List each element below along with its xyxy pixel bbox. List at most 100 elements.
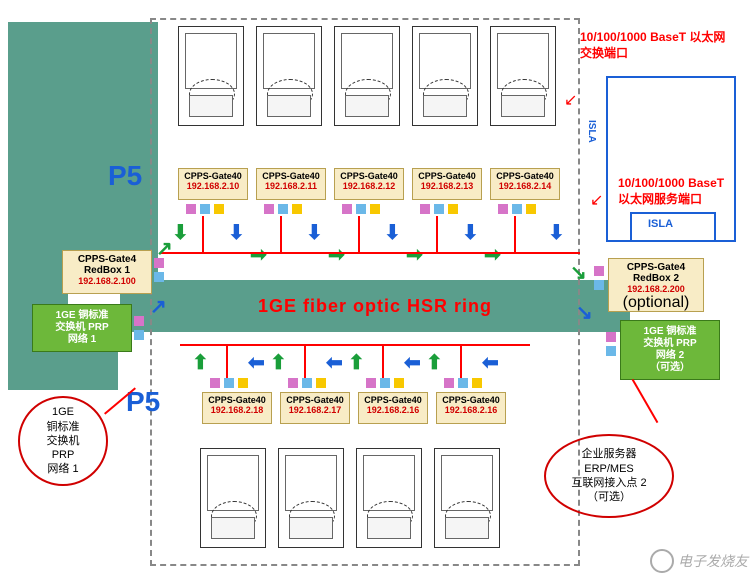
green-exchange-left: 1GE 铜标准 交换机 PRP 网络 1 bbox=[32, 304, 132, 352]
callout-left: 1GE 铜标准 交换机 PRP 网络 1 bbox=[18, 396, 108, 486]
port-icon bbox=[292, 204, 302, 214]
diagram-canvas: 1GE fiber optic HSR ring CPPS-Gate40 192… bbox=[0, 0, 756, 579]
isla-label-2: ISLA bbox=[648, 218, 673, 230]
port-icon bbox=[458, 378, 468, 388]
green-arrow-icon: ↗ bbox=[156, 236, 173, 261]
port-icon bbox=[154, 272, 164, 282]
logo-text: 电子发烧友 bbox=[678, 551, 748, 571]
port-icon bbox=[394, 378, 404, 388]
blue-arrow-icon: ⬅ bbox=[248, 350, 265, 375]
red-line bbox=[180, 344, 530, 346]
gate-bot-3: CPPS-Gate40 192.168.2.16 bbox=[358, 392, 428, 424]
port-icon bbox=[380, 378, 390, 388]
red-line bbox=[436, 216, 438, 252]
machine-bot-1 bbox=[200, 448, 266, 548]
annot-service-port: 10/100/1000 BaseT以太网服务端口 bbox=[618, 176, 756, 207]
gate-top-2: CPPS-Gate40 192.168.2.11 bbox=[256, 168, 326, 200]
port-icon bbox=[186, 204, 196, 214]
annot-exchange-port: 10/100/1000 BaseT 以太网交换端口 bbox=[580, 30, 750, 61]
port-icon bbox=[526, 204, 536, 214]
port-icon bbox=[214, 204, 224, 214]
red-line bbox=[304, 344, 306, 378]
port-icon bbox=[238, 378, 248, 388]
green-arrow-icon: ⬆ bbox=[426, 350, 443, 375]
port-icon bbox=[264, 204, 274, 214]
red-arrow-icon: ↙ bbox=[590, 190, 603, 210]
port-icon bbox=[278, 204, 288, 214]
port-icon bbox=[606, 346, 616, 356]
floor-left-top bbox=[8, 22, 158, 282]
port-icon bbox=[200, 204, 210, 214]
port-icon bbox=[224, 378, 234, 388]
red-line bbox=[382, 344, 384, 378]
machine-top-2 bbox=[256, 26, 322, 126]
red-line bbox=[160, 252, 580, 254]
port-icon bbox=[420, 204, 430, 214]
green-arrow-icon: ⬆ bbox=[270, 350, 287, 375]
blue-arrow-icon: ⬇ bbox=[228, 220, 245, 245]
blue-arrow-icon: ↗ bbox=[150, 294, 167, 319]
site-logo: 电子发烧友 bbox=[650, 549, 748, 573]
port-icon bbox=[366, 378, 376, 388]
gate-bot-4: CPPS-Gate40 192.168.2.16 bbox=[436, 392, 506, 424]
machine-bot-4 bbox=[434, 448, 500, 548]
port-icon bbox=[134, 316, 144, 326]
blue-arrow-icon: ⬅ bbox=[404, 350, 421, 375]
gate-bot-2: CPPS-Gate40 192.168.2.17 bbox=[280, 392, 350, 424]
redbox-left: CPPS-Gate4 RedBox 1 192.168.2.100 bbox=[62, 250, 152, 294]
port-icon bbox=[302, 378, 312, 388]
port-icon bbox=[444, 378, 454, 388]
blue-arrow-icon: ⬇ bbox=[548, 220, 565, 245]
port-icon bbox=[356, 204, 366, 214]
gate-top-4: CPPS-Gate40 192.168.2.13 bbox=[412, 168, 482, 200]
machine-top-4 bbox=[412, 26, 478, 126]
green-arrow-icon: ⬆ bbox=[348, 350, 365, 375]
blue-arrow-icon: ↘ bbox=[576, 300, 593, 325]
red-line bbox=[226, 344, 228, 378]
port-icon bbox=[594, 280, 604, 290]
blue-arrow-icon: ⬇ bbox=[384, 220, 401, 245]
green-arrow-icon: ↘ bbox=[570, 260, 587, 285]
port-icon bbox=[342, 204, 352, 214]
port-icon bbox=[134, 330, 144, 340]
machine-top-1 bbox=[178, 26, 244, 126]
port-icon bbox=[512, 204, 522, 214]
isla-label-1: ISLA bbox=[586, 120, 597, 143]
callout-right: 企业服务器 ERP/MES 互联网接入点 2 （可选） bbox=[544, 434, 674, 518]
blue-arrow-icon: ⬅ bbox=[326, 350, 343, 375]
red-line bbox=[358, 216, 360, 252]
red-line bbox=[280, 216, 282, 252]
gate-top-3: CPPS-Gate40 192.168.2.12 bbox=[334, 168, 404, 200]
blue-arrow-icon: ⬇ bbox=[306, 220, 323, 245]
floor-notch bbox=[68, 350, 118, 390]
port-icon bbox=[370, 204, 380, 214]
machine-top-3 bbox=[334, 26, 400, 126]
port-icon bbox=[288, 378, 298, 388]
red-line bbox=[514, 216, 516, 252]
port-icon bbox=[210, 378, 220, 388]
machine-bot-3 bbox=[356, 448, 422, 548]
port-icon bbox=[434, 204, 444, 214]
port-icon bbox=[606, 332, 616, 342]
logo-icon bbox=[650, 549, 674, 573]
machine-bot-2 bbox=[278, 448, 344, 548]
red-arrow-icon: ↙ bbox=[564, 90, 577, 110]
callout-line bbox=[632, 379, 659, 423]
gate-bot-1: CPPS-Gate40 192.168.2.18 bbox=[202, 392, 272, 424]
green-arrow-icon: ➡ bbox=[250, 242, 267, 267]
blue-arrow-icon: ⬅ bbox=[482, 350, 499, 375]
green-arrow-icon: ➡ bbox=[484, 242, 501, 267]
green-exchange-right: 1GE 铜标准 交换机 PRP 网络 2 （可选） bbox=[620, 320, 720, 380]
port-icon bbox=[316, 378, 326, 388]
red-line bbox=[460, 344, 462, 378]
redbox-right: CPPS-Gate4 RedBox 2 192.168.2.200 (optio… bbox=[608, 258, 704, 312]
green-arrow-icon: ⬆ bbox=[192, 350, 209, 375]
red-line bbox=[202, 216, 204, 252]
port-icon bbox=[472, 378, 482, 388]
port-icon bbox=[594, 266, 604, 276]
p5-label-left: P5 bbox=[108, 160, 142, 192]
green-arrow-icon: ➡ bbox=[406, 242, 423, 267]
green-arrow-icon: ⬇ bbox=[172, 220, 189, 245]
machine-top-5 bbox=[490, 26, 556, 126]
blue-arrow-icon: ⬇ bbox=[462, 220, 479, 245]
